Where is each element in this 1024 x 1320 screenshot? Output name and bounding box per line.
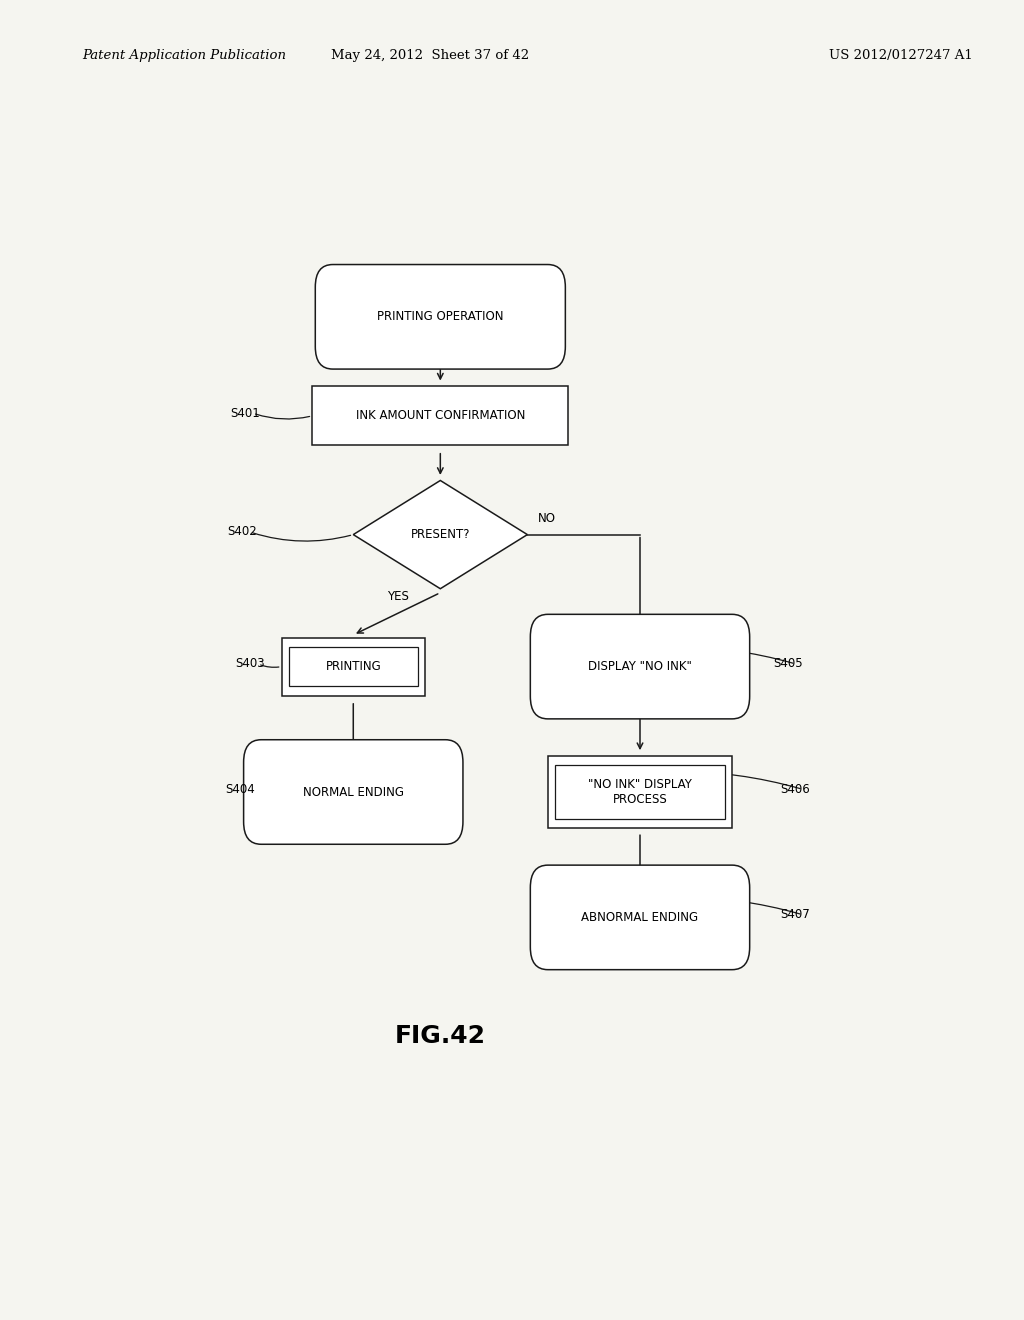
Bar: [548, 755, 732, 829]
Text: May 24, 2012  Sheet 37 of 42: May 24, 2012 Sheet 37 of 42: [331, 49, 529, 62]
Polygon shape: [353, 480, 527, 589]
Text: "NO INK" DISPLAY
PROCESS: "NO INK" DISPLAY PROCESS: [588, 777, 692, 807]
FancyBboxPatch shape: [530, 865, 750, 970]
Text: FIG.42: FIG.42: [395, 1024, 485, 1048]
Text: S403: S403: [236, 657, 265, 671]
Text: PRINTING OPERATION: PRINTING OPERATION: [377, 310, 504, 323]
Text: YES: YES: [387, 590, 409, 603]
Bar: [312, 385, 568, 445]
Bar: [282, 638, 425, 696]
Text: S401: S401: [230, 407, 260, 420]
Text: DISPLAY "NO INK": DISPLAY "NO INK": [588, 660, 692, 673]
FancyBboxPatch shape: [315, 264, 565, 370]
Bar: [289, 647, 418, 686]
Text: US 2012/0127247 A1: US 2012/0127247 A1: [829, 49, 973, 62]
Text: NO: NO: [538, 512, 556, 525]
Text: S405: S405: [773, 657, 803, 671]
Bar: [555, 766, 725, 818]
Text: S404: S404: [225, 783, 255, 796]
Text: S406: S406: [780, 783, 810, 796]
FancyBboxPatch shape: [530, 614, 750, 719]
Text: S402: S402: [227, 525, 257, 539]
Text: NORMAL ENDING: NORMAL ENDING: [303, 785, 403, 799]
Text: ABNORMAL ENDING: ABNORMAL ENDING: [582, 911, 698, 924]
Text: Patent Application Publication: Patent Application Publication: [82, 49, 286, 62]
Text: PRESENT?: PRESENT?: [411, 528, 470, 541]
Text: INK AMOUNT CONFIRMATION: INK AMOUNT CONFIRMATION: [355, 409, 525, 422]
Text: PRINTING: PRINTING: [326, 660, 381, 673]
Text: S407: S407: [780, 908, 810, 921]
FancyBboxPatch shape: [244, 739, 463, 845]
